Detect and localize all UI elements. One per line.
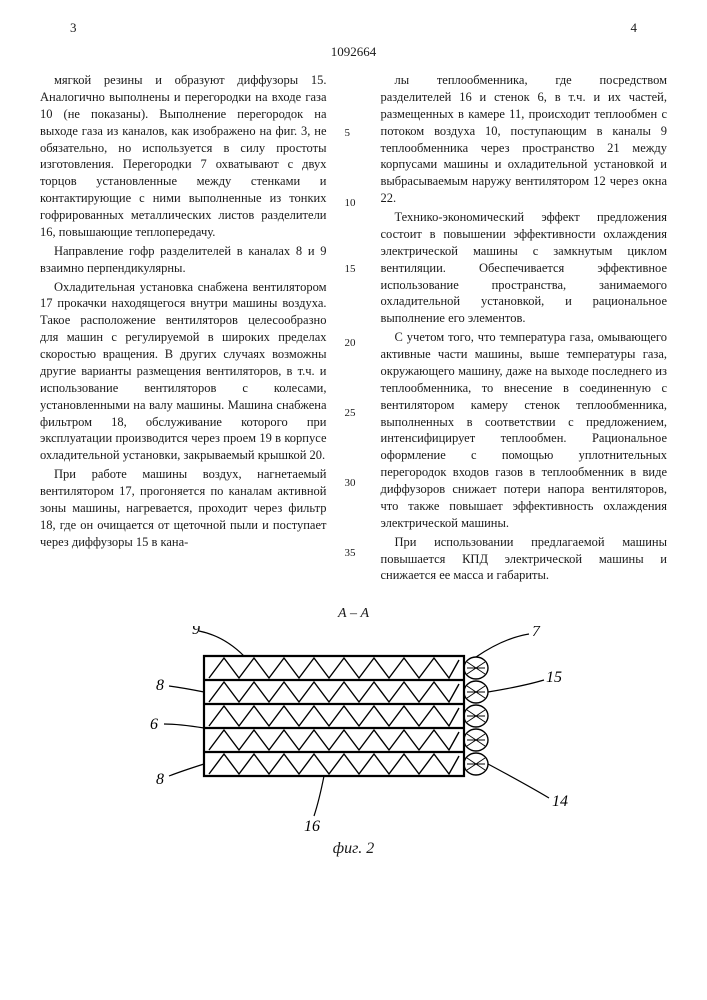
document-number: 1092664: [40, 44, 667, 60]
paragraph: С учетом того, что температура газа, омы…: [381, 329, 668, 532]
page-header: 3 4: [40, 20, 667, 36]
paragraph: Охладительная установка снабжена вентиля…: [40, 279, 327, 465]
callout-6: 6: [150, 716, 158, 733]
callout-7: 7: [532, 626, 541, 640]
page-number-right: 4: [631, 20, 638, 36]
callout-15: 15: [546, 669, 562, 686]
callout-16: 16: [304, 818, 320, 835]
paragraph: При использовании предлагаемой машины по…: [381, 534, 668, 585]
line-marker: 25: [345, 406, 356, 421]
line-marker: 10: [345, 196, 356, 211]
page-number-left: 3: [70, 20, 77, 36]
line-marker: 5: [345, 126, 351, 141]
page: 3 4 1092664 мягкой резины и образуют диф…: [0, 0, 707, 1000]
line-marker: 30: [345, 476, 356, 491]
callout-8a: 8: [156, 677, 164, 694]
paragraph: Направление гофр разделителей в каналах …: [40, 243, 327, 277]
left-column: мягкой резины и образуют диффузоры 15. А…: [40, 72, 327, 586]
callout-8b: 8: [156, 771, 164, 788]
callout-9: 9: [192, 626, 200, 638]
figure-caption: фиг. 2: [40, 840, 667, 858]
section-cut-label: А – А: [40, 606, 667, 622]
line-number-gutter: 5 10 15 20 25 30 35: [345, 72, 363, 586]
paragraph: лы теплообменника, где посредством разде…: [381, 72, 668, 207]
right-column: лы теплообменника, где посредством разде…: [381, 72, 668, 586]
line-marker: 15: [345, 262, 356, 277]
text-columns: мягкой резины и образуют диффузоры 15. А…: [40, 72, 667, 586]
paragraph: При работе машины воздух, нагнетаемый ве…: [40, 466, 327, 550]
figure-2: А – А: [40, 606, 667, 858]
paragraph: Технико-экономический эффект предложения…: [381, 209, 668, 327]
line-marker: 35: [345, 546, 356, 561]
figure-2-svg: 9 8 6 8 16 7 15 14: [124, 626, 584, 836]
paragraph: мягкой резины и образуют диффузоры 15. А…: [40, 72, 327, 241]
callout-14: 14: [552, 793, 568, 810]
line-marker: 20: [345, 336, 356, 351]
